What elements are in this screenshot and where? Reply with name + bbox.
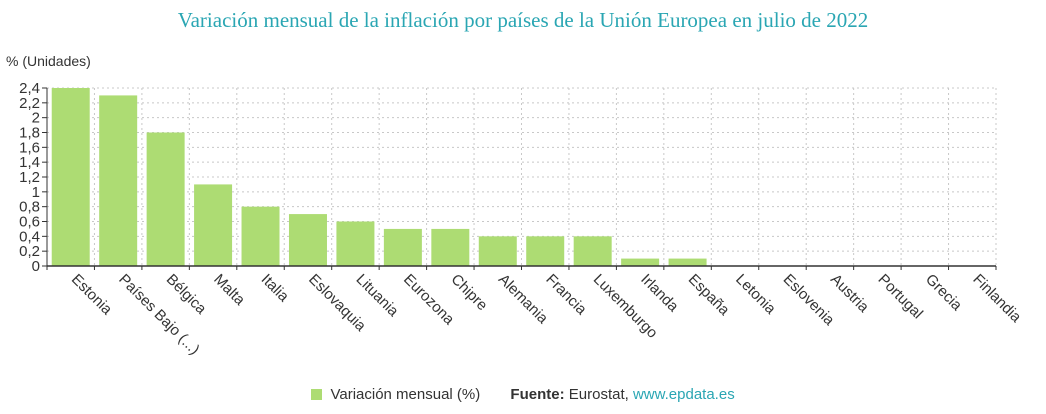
bar-chart: 00,20,40,60,811,21,41,61,822,22,4 Estoni…	[19, 80, 1025, 358]
x-tick-label: Alemania	[495, 271, 552, 328]
bars	[51, 88, 707, 267]
x-tick-label: Finlandia	[969, 271, 1025, 327]
y-tick-label: 1,6	[19, 139, 40, 156]
x-tick-label: Bélgica	[163, 271, 210, 318]
bar	[336, 221, 375, 266]
bar	[526, 236, 565, 266]
bar	[241, 206, 280, 266]
bar	[99, 95, 138, 267]
x-tick-label: Chipre	[447, 271, 490, 314]
x-tick-label: Letonia	[732, 271, 779, 318]
y-tick-label: 2,4	[19, 80, 40, 97]
y-tick-label: 2,2	[19, 95, 40, 112]
bar	[146, 132, 185, 266]
chart-title: Variación mensual de la inflación por pa…	[177, 8, 869, 32]
x-tick-label: Países Bajo (...)	[115, 271, 202, 358]
y-tick-label: 1,2	[19, 169, 40, 186]
grid-lines	[46, 87, 997, 267]
y-tick-label: 0,4	[19, 228, 40, 245]
y-tick-label: 1,8	[19, 125, 40, 142]
x-tick-label: Grecia	[922, 271, 966, 315]
bar	[51, 88, 90, 266]
legend-label: Variación mensual (%)	[330, 386, 481, 403]
bar	[668, 258, 707, 266]
bar	[573, 236, 612, 266]
bar	[621, 258, 660, 266]
y-tick-label: 0,8	[19, 199, 40, 216]
x-tick-label: Eurozona	[400, 271, 458, 329]
y-tick-label: 2	[32, 110, 40, 127]
source-name: Eurostat,	[568, 386, 629, 403]
x-tick-labels: Estonia Países Bajo (...)Bélgica Malta Ital…	[68, 271, 1025, 358]
bar	[383, 228, 422, 266]
bar	[431, 228, 470, 266]
x-tick-label: Portugal	[875, 271, 927, 323]
x-tick-label: Malta	[210, 271, 248, 309]
x-tick-label: España	[685, 271, 733, 319]
x-tick-label: Irlanda	[637, 271, 682, 316]
source-label: Fuente:	[510, 386, 565, 403]
bar	[288, 214, 327, 266]
x-tick-label: Estonia	[68, 271, 116, 319]
y-tick-label: 0	[32, 258, 40, 275]
y-tick-label: 0,2	[19, 243, 40, 260]
y-tick-label: 1,4	[19, 154, 40, 171]
y-tick-labels: 00,20,40,60,811,21,41,61,822,22,4	[19, 80, 40, 275]
x-tick-label: Italia	[258, 271, 293, 306]
axes	[42, 87, 997, 270]
y-tick-label: 1	[32, 184, 40, 201]
legend: Variación mensual (%) Fuente: Eurostat, …	[0, 386, 1046, 403]
y-axis-unit-label: % (Unidades)	[6, 53, 91, 69]
y-tick-label: 0,6	[19, 214, 40, 231]
source-link[interactable]: www.epdata.es	[632, 386, 735, 403]
x-tick-label: Austria	[827, 271, 872, 316]
legend-swatch	[311, 389, 323, 400]
bar	[194, 184, 233, 266]
x-tick-label: Francia	[542, 271, 590, 319]
bar	[478, 236, 517, 266]
